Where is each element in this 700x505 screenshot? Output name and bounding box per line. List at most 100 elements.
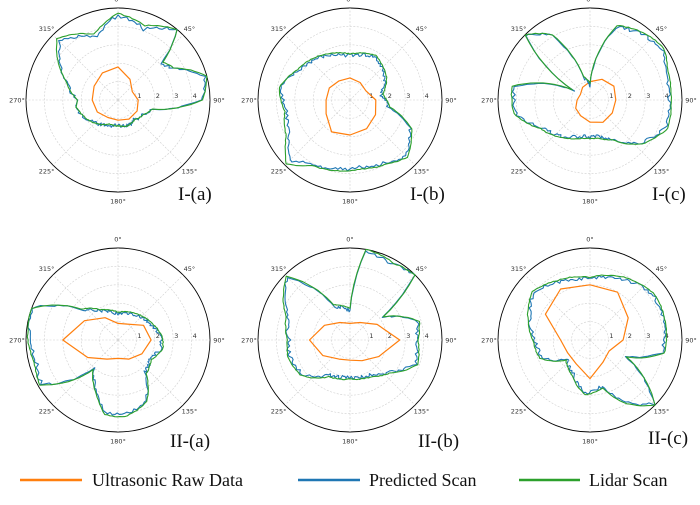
angle-tick-label: 315°	[39, 265, 55, 273]
grid-spoke	[52, 34, 119, 101]
angle-tick-label: 90°	[445, 96, 457, 104]
grid-spoke	[52, 339, 119, 406]
legend-label-ultrasonic: Ultrasonic Raw Data	[92, 470, 243, 490]
series-line	[575, 78, 617, 123]
angle-tick-label: 270°	[481, 96, 497, 104]
angle-tick-label: 180°	[342, 197, 358, 205]
angle-tick-label: 225°	[39, 408, 55, 416]
radial-tick-label: 3	[646, 92, 650, 100]
angle-tick-label: 135°	[414, 408, 430, 416]
grid-ring	[294, 284, 406, 396]
panel-label: II-(b)	[418, 431, 459, 452]
angle-tick-label: 135°	[654, 408, 670, 416]
legend-label-predicted: Predicted Scan	[369, 470, 476, 490]
series-line	[278, 52, 413, 172]
radial-tick-label: 4	[193, 92, 197, 100]
angle-tick-label: 270°	[9, 336, 25, 344]
angle-tick-label: 90°	[685, 336, 697, 344]
angle-tick-label: 180°	[582, 197, 598, 205]
angle-tick-label: 45°	[416, 25, 428, 33]
angle-tick-label: 315°	[271, 265, 287, 273]
grid-spoke	[589, 339, 656, 406]
grid-spoke	[349, 339, 416, 406]
grid-spoke	[589, 99, 656, 166]
radial-tick-label: 1	[609, 332, 613, 340]
series-line	[282, 248, 421, 381]
panel-label: I-(a)	[178, 184, 212, 205]
series-line	[62, 317, 152, 360]
radial-tick-label: 4	[425, 332, 429, 340]
angle-tick-label: 45°	[184, 265, 196, 273]
angle-tick-label: 270°	[9, 96, 25, 104]
legend-label-lidar: Lidar Scan	[589, 470, 667, 490]
series-line	[510, 25, 673, 145]
angle-tick-label: 315°	[511, 25, 527, 33]
angle-tick-label: 0°	[114, 235, 121, 243]
angle-tick-label: 135°	[414, 168, 430, 176]
radial-tick-label: 3	[174, 92, 178, 100]
radial-tick-label: 4	[665, 92, 669, 100]
angle-tick-label: 225°	[511, 168, 527, 176]
legend: Ultrasonic Raw Data Predicted Scan Lidar…	[20, 470, 667, 490]
angle-tick-label: 270°	[241, 336, 257, 344]
grid-spoke	[284, 34, 351, 101]
angle-tick-label: 135°	[654, 168, 670, 176]
radial-tick-label: 2	[628, 332, 632, 340]
series-line	[55, 12, 208, 128]
angle-tick-label: 45°	[656, 265, 668, 273]
grid-spoke	[589, 274, 656, 341]
angle-tick-label: 180°	[110, 197, 126, 205]
grid-spoke	[52, 99, 119, 166]
angle-tick-label: 135°	[182, 168, 198, 176]
series-line	[27, 304, 164, 416]
radial-tick-label: 3	[174, 332, 178, 340]
angle-tick-label: 0°	[586, 235, 593, 243]
angle-tick-label: 180°	[582, 437, 598, 445]
radial-tick-label: 1	[137, 92, 141, 100]
series-line	[526, 274, 668, 407]
grid-spoke	[52, 274, 119, 341]
series-line	[511, 25, 672, 145]
angle-tick-label: 225°	[39, 168, 55, 176]
angle-tick-label: 315°	[271, 25, 287, 33]
grid-spoke	[524, 339, 591, 406]
polar-panel: 0° 45° 90° 135° 180° 225° 270° 315° 1 2 3 4 I-(a)	[9, 0, 225, 205]
radial-tick-label: 2	[156, 92, 160, 100]
grid-ring	[534, 44, 646, 156]
radial-tick-label: 2	[388, 92, 392, 100]
radial-tick-label: 4	[193, 332, 197, 340]
panel-label: I-(b)	[410, 184, 445, 205]
grid-spoke	[284, 99, 351, 166]
series-line	[527, 275, 667, 407]
angle-tick-label: 90°	[213, 336, 225, 344]
angle-tick-label: 315°	[511, 265, 527, 273]
angle-tick-label: 90°	[685, 96, 697, 104]
grid-ring	[294, 44, 406, 156]
grid-spoke	[349, 99, 416, 166]
grid-spoke	[117, 34, 184, 101]
polar-panel: 0°45°90°135°180°225°270°315°1 2 3 4II-(c)	[481, 235, 697, 449]
grid-spoke	[284, 339, 351, 406]
radial-tick-label: 3	[406, 92, 410, 100]
radial-tick-label: 3	[406, 332, 410, 340]
series-line	[308, 321, 401, 362]
angle-tick-label: 135°	[182, 408, 198, 416]
grid-spoke	[589, 34, 656, 101]
angle-tick-label: 270°	[241, 96, 257, 104]
series-line	[279, 52, 412, 172]
angle-tick-label: 180°	[110, 437, 126, 445]
panel-label: II-(c)	[648, 428, 688, 449]
angle-tick-label: 90°	[445, 336, 457, 344]
angle-tick-label: 0°	[346, 0, 353, 3]
angle-tick-label: 90°	[213, 96, 225, 104]
radial-tick-label: 1	[369, 332, 373, 340]
angle-tick-label: 315°	[39, 25, 55, 33]
series-line	[91, 66, 139, 121]
angle-tick-label: 0°	[586, 0, 593, 3]
series-line	[26, 304, 164, 418]
angle-tick-label: 45°	[416, 265, 428, 273]
radial-tick-label: 1	[137, 332, 141, 340]
angle-tick-label: 45°	[184, 25, 196, 33]
